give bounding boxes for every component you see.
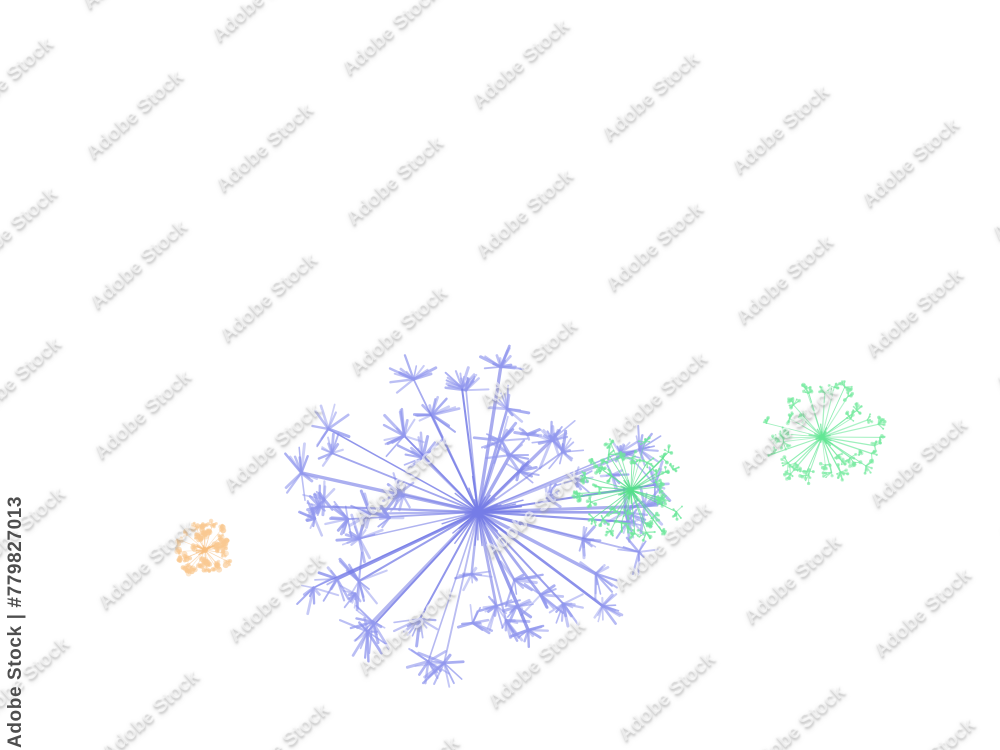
credit-label: Adobe Stock | #779827013 bbox=[5, 495, 26, 748]
dandelion-large-purple bbox=[284, 344, 672, 688]
dandelion-green-center bbox=[571, 436, 684, 542]
dandelion-green-right bbox=[762, 380, 887, 486]
dandelion-small-orange bbox=[174, 518, 233, 577]
